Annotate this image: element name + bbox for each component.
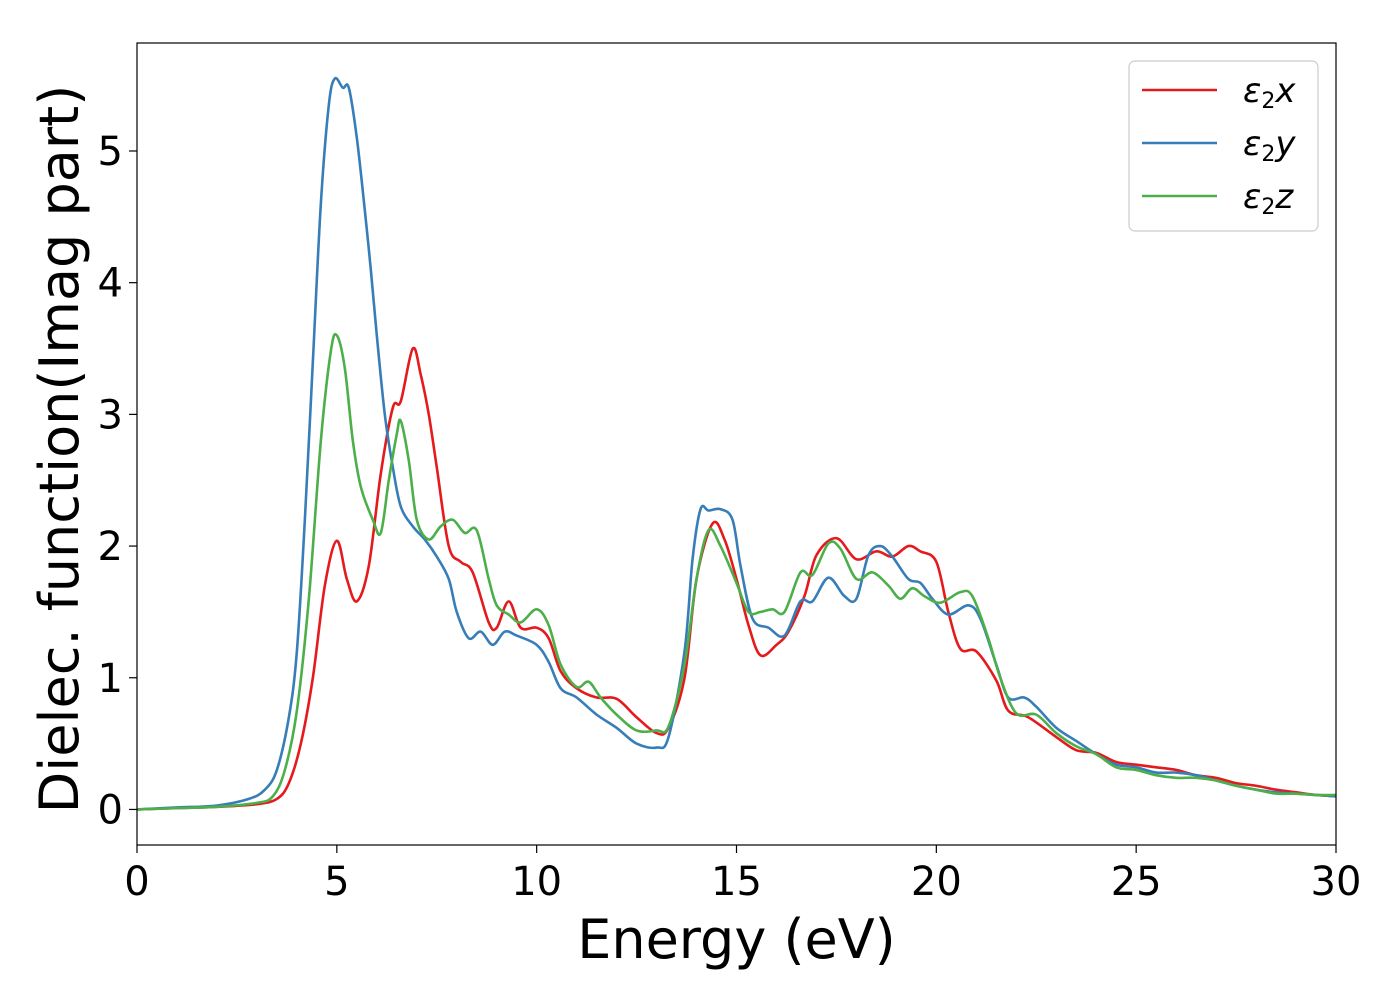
y-tick-label: 5 [98, 129, 123, 175]
x-tick-label: 5 [324, 859, 349, 905]
series-line-z [137, 332, 1336, 811]
y-tick-label: 3 [98, 392, 123, 438]
x-axis-title: Energy (eV) [577, 908, 896, 971]
y-tick-label: 4 [98, 261, 123, 307]
y-tick-label: 2 [98, 524, 123, 570]
x-tick-label: 15 [711, 859, 762, 905]
y-axis-ticks: 0 1 2 3 4 5 [98, 129, 137, 833]
legend: ε2x ε2y ε2z [1128, 60, 1319, 232]
legend-box [1128, 60, 1319, 232]
x-tick-label: 30 [1311, 859, 1362, 905]
y-tick-label: 1 [98, 656, 123, 702]
x-tick-label: 20 [911, 859, 962, 905]
x-tick-label: 10 [511, 859, 562, 905]
legend-label-y: ε2y [1243, 124, 1296, 167]
legend-label-z: ε2z [1243, 177, 1294, 220]
x-axis-ticks: 0 5 10 15 20 25 30 [124, 845, 1361, 905]
series-line-x [137, 346, 1336, 811]
legend-label-x: ε2x [1243, 71, 1296, 114]
y-axis-title: Dielec. function(Imag part) [28, 85, 91, 814]
y-tick-label: 0 [98, 787, 123, 833]
x-tick-label: 0 [124, 859, 149, 905]
x-tick-label: 25 [1111, 859, 1162, 905]
series-layer [137, 76, 1336, 811]
